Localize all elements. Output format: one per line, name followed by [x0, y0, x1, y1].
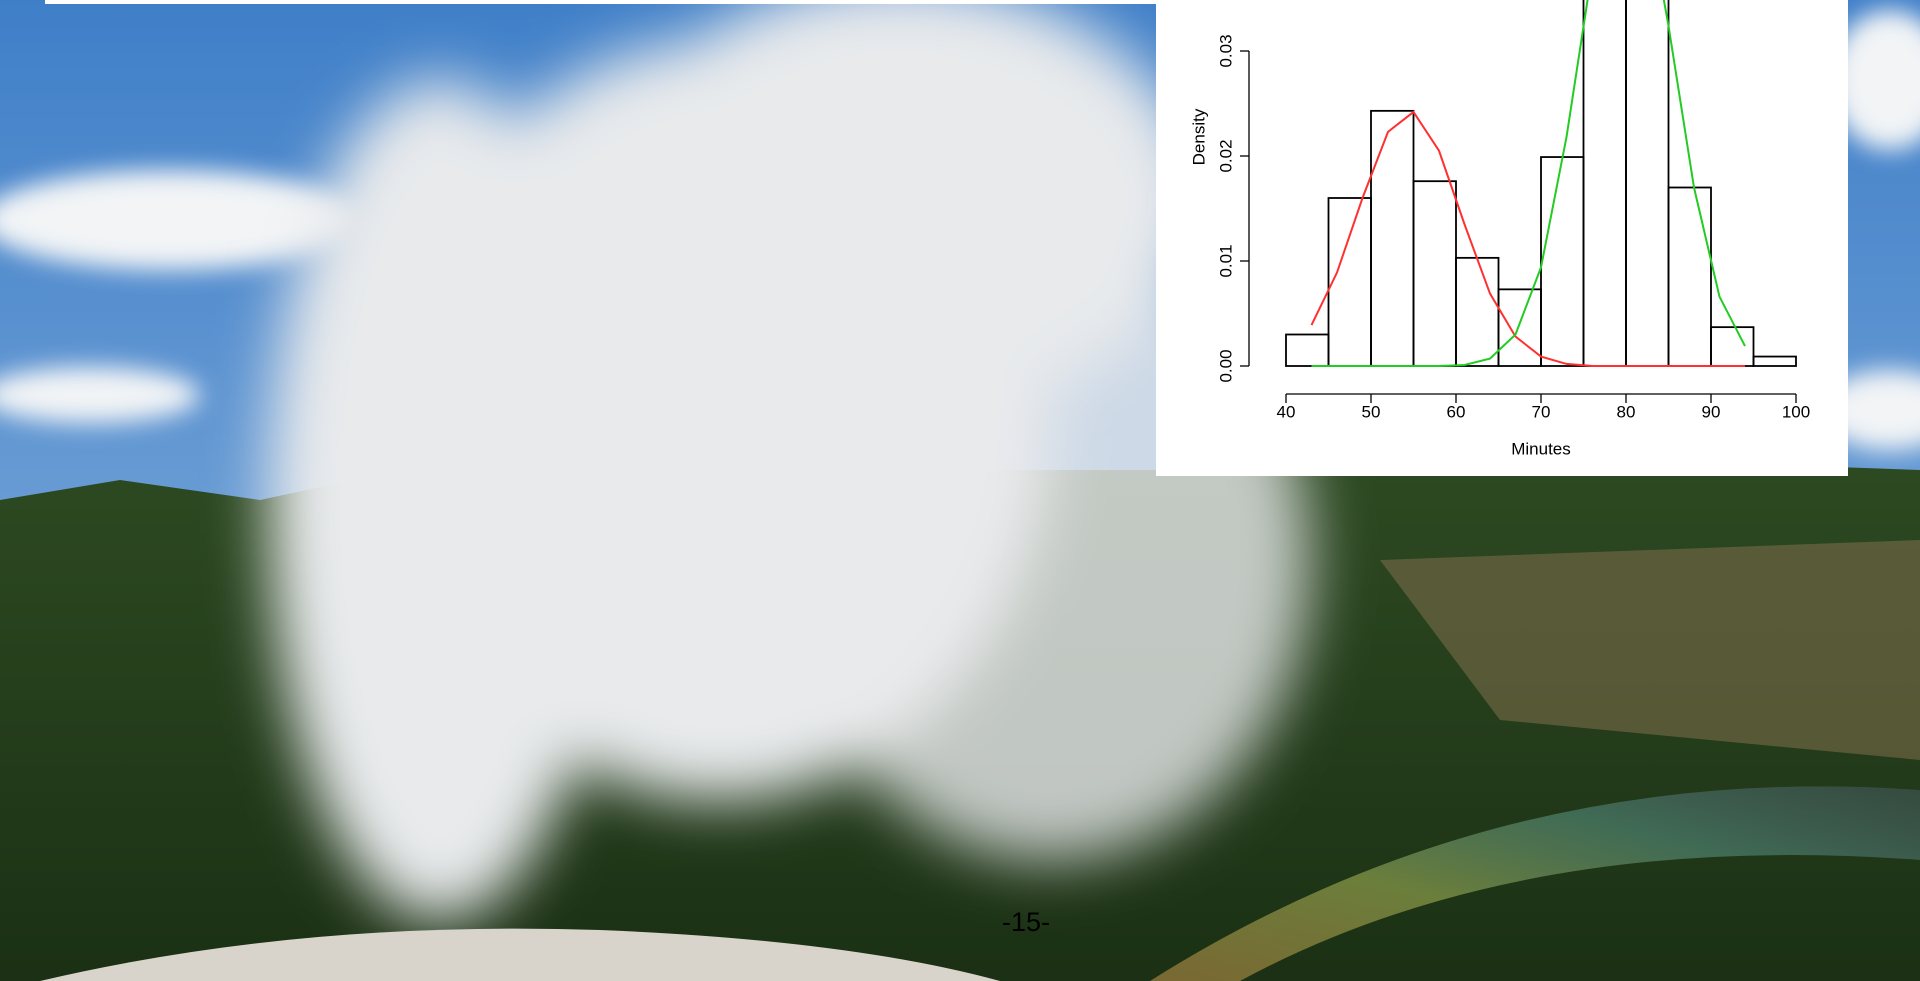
chart-background: [1156, 0, 1848, 476]
x-tick-label: 60: [1447, 402, 1466, 421]
y-tick-label: 0.00: [1216, 349, 1235, 382]
y-tick-label: 0.01: [1216, 244, 1235, 277]
y-axis-label: Density: [1189, 108, 1208, 165]
page-number: -15-: [1002, 907, 1050, 937]
y-tick-label: 0.02: [1216, 139, 1235, 172]
x-tick-label: 90: [1702, 402, 1721, 421]
x-axis-label: Minutes: [1511, 439, 1571, 458]
slide: Density Minutes 0.00 0.01 0.02 0.03 40 50 60 70…: [0, 0, 1920, 981]
x-tick-label: 100: [1782, 402, 1810, 421]
page: Density Minutes 0.00 0.01 0.02 0.03 40 50 60 70…: [0, 0, 1920, 981]
x-tick-label: 70: [1532, 402, 1551, 421]
y-tick-label: 0.03: [1216, 34, 1235, 67]
x-tick-label: 50: [1362, 402, 1381, 421]
x-tick-label: 80: [1617, 402, 1636, 421]
x-tick-label: 40: [1277, 402, 1296, 421]
histogram-chart: Density Minutes 0.00 0.01 0.02 0.03 40 50 60 70…: [1156, 0, 1848, 476]
